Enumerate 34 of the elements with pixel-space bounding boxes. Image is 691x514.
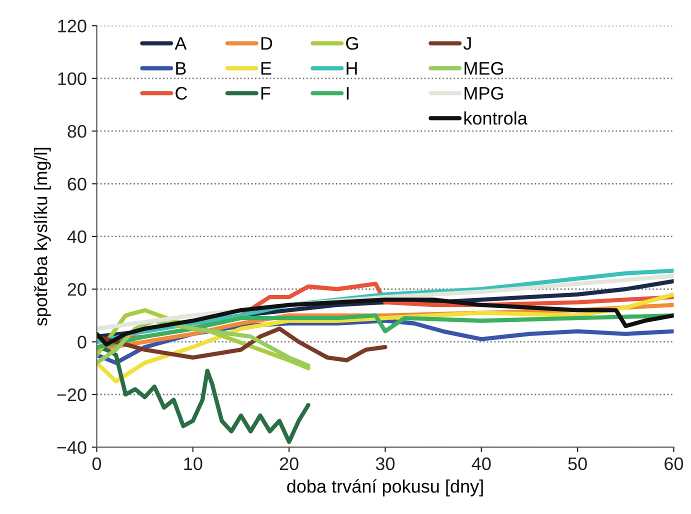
line-series [96,313,674,350]
legend-label: B [176,62,186,75]
y-tick-label: −40 [57,441,86,454]
x-tick-label: 10 [184,457,202,470]
y-tick-label: 80 [68,125,86,138]
x-tick-label: 60 [664,457,684,470]
legend-label: MEG [464,62,503,75]
y-axis-title: spotřeba kyslíku [mg/l] [34,148,51,326]
x-tick-label: 20 [280,457,298,470]
y-tick-label: 20 [68,283,86,296]
legend-label: E [261,62,272,75]
x-tick-label: 40 [472,457,491,470]
legend-label: D [261,37,272,50]
legend-label: MPG [464,86,503,100]
legend-label: kontrola [464,111,528,125]
legend-label: G [346,37,358,50]
legend-label: J [463,37,471,50]
y-tick-label: −20 [57,388,86,402]
x-tick-label: 50 [568,457,587,470]
legend-label: A [174,37,187,50]
x-tick-label: 30 [376,457,395,470]
x-tick-label: 0 [92,457,102,470]
y-tick-label: 60 [68,178,86,190]
legend-label: H [346,62,357,75]
y-tick-label: 40 [67,230,86,244]
x-axis-title: doba trvání pokusu [dny] [287,479,483,496]
y-tick-label: 0 [78,336,86,349]
y-tick-label: 120 [58,20,86,32]
line-series [96,326,388,362]
legend-label: I [346,87,349,100]
y-tick-label: 100 [58,72,86,86]
legend-label: F [261,87,270,100]
line-series [96,344,310,444]
legend-label: C [176,86,188,100]
